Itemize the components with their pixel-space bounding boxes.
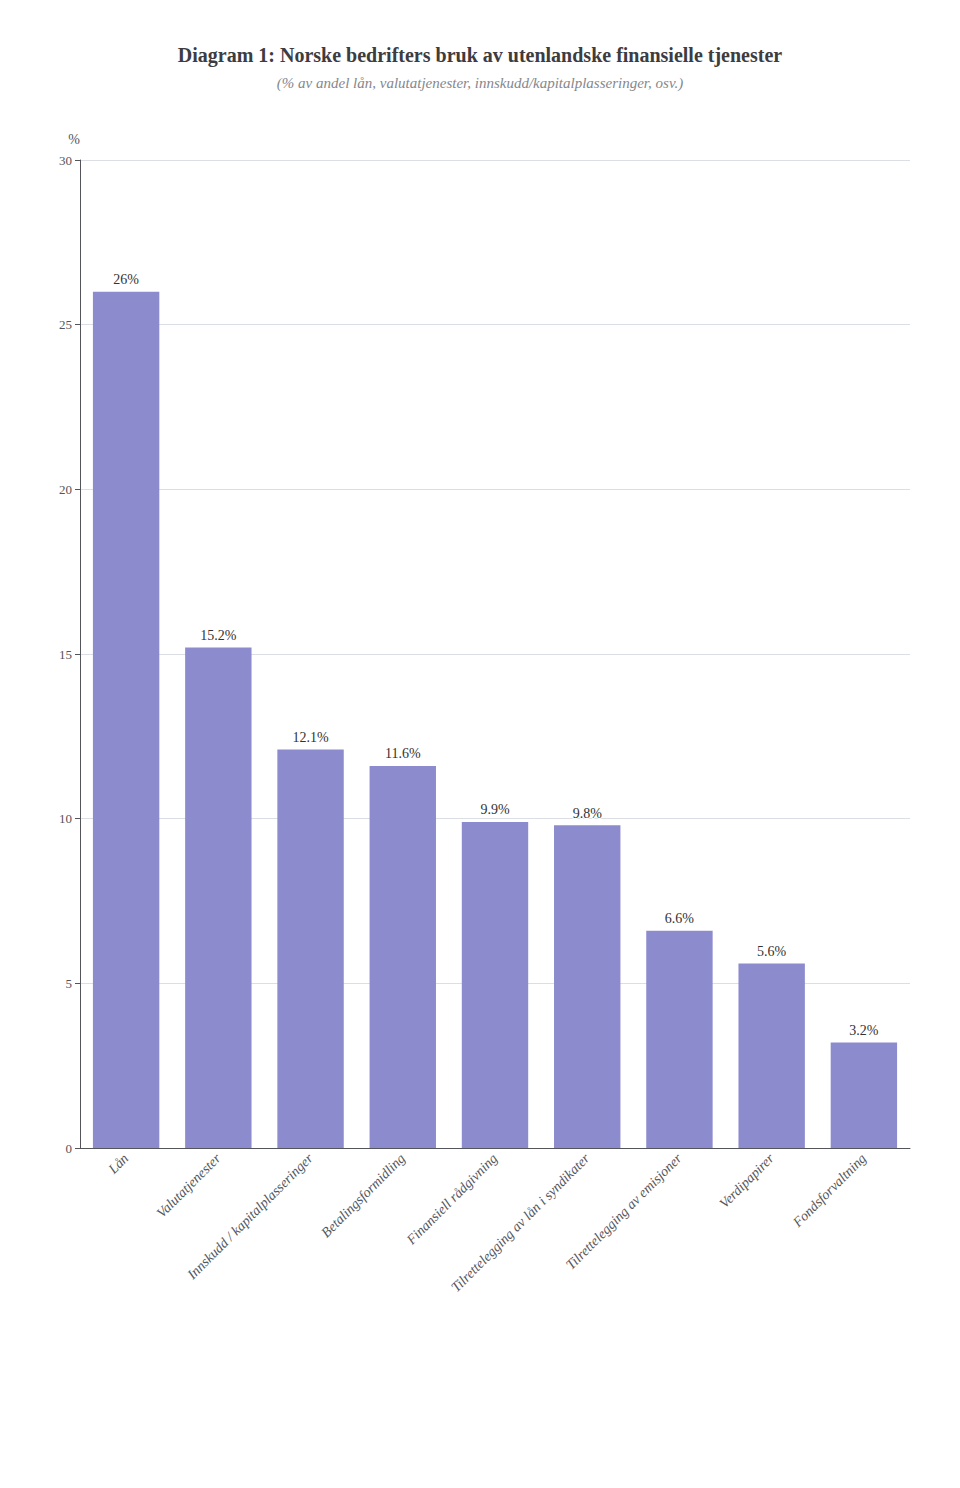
svg-text:Diagram 1: Norske bedrifters b: Diagram 1: Norske bedrifters bruk av ute… [178, 44, 783, 67]
svg-text:%: % [68, 132, 80, 147]
svg-text:(% av andel lån, valutatjenest: (% av andel lån, valutatjenester, innsku… [277, 75, 683, 92]
svg-text:Verdipapirer: Verdipapirer [717, 1150, 778, 1211]
svg-text:5.6%: 5.6% [757, 944, 787, 959]
svg-text:9.9%: 9.9% [480, 802, 510, 817]
svg-text:Tilrettelegging av lån i syndi: Tilrettelegging av lån i syndikater [448, 1150, 593, 1295]
svg-text:10: 10 [59, 811, 72, 826]
svg-text:Betalingsformidling: Betalingsformidling [318, 1151, 408, 1241]
svg-text:Fondsforvaltning: Fondsforvaltning [789, 1151, 869, 1231]
svg-text:11.6%: 11.6% [385, 746, 421, 761]
svg-text:6.6%: 6.6% [665, 911, 695, 926]
svg-text:15: 15 [59, 647, 72, 662]
svg-text:12.1%: 12.1% [292, 730, 329, 745]
svg-text:3.2%: 3.2% [849, 1023, 879, 1038]
svg-text:30: 30 [59, 153, 72, 168]
svg-text:26%: 26% [113, 272, 139, 287]
svg-text:Innskudd / kapitalplasseringer: Innskudd / kapitalplasseringer [184, 1150, 317, 1283]
svg-text:Lån: Lån [105, 1151, 132, 1178]
svg-text:25: 25 [59, 317, 72, 332]
svg-text:Valutatjenester: Valutatjenester [154, 1150, 224, 1220]
svg-text:9.8%: 9.8% [573, 806, 603, 821]
svg-text:15.2%: 15.2% [200, 628, 237, 643]
svg-text:Finansiell rådgivning: Finansiell rådgivning [403, 1151, 500, 1248]
svg-text:0: 0 [66, 1141, 73, 1156]
svg-text:Tilrettelegging av emisjoner: Tilrettelegging av emisjoner [563, 1150, 685, 1272]
svg-text:20: 20 [59, 482, 72, 497]
svg-text:5: 5 [66, 976, 73, 991]
